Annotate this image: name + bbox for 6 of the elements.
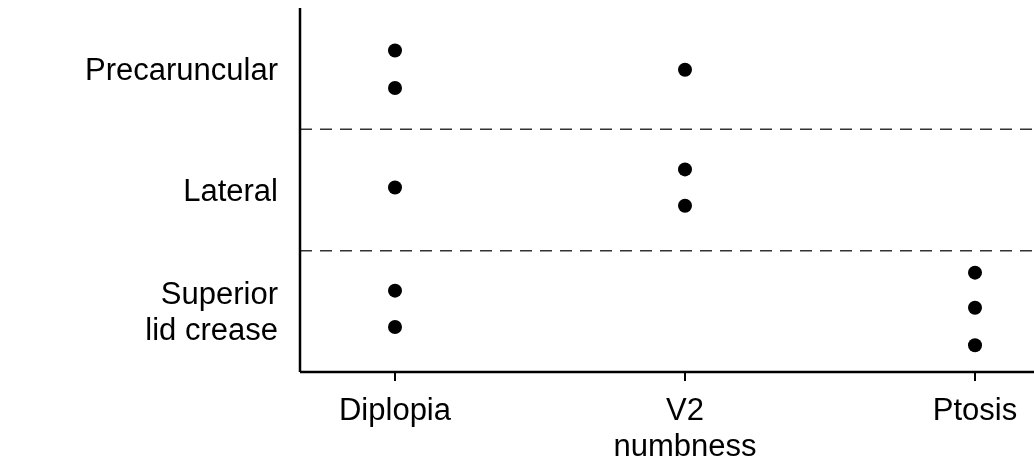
text: Precaruncular xyxy=(85,51,278,87)
x-tick-label: Ptosis xyxy=(932,392,1018,427)
x-tick-label: Diplopia xyxy=(338,392,452,427)
text: Lateral xyxy=(183,172,278,208)
text: Superior lid crease xyxy=(145,275,278,347)
x-tick-label: V2 numbness xyxy=(613,392,757,463)
